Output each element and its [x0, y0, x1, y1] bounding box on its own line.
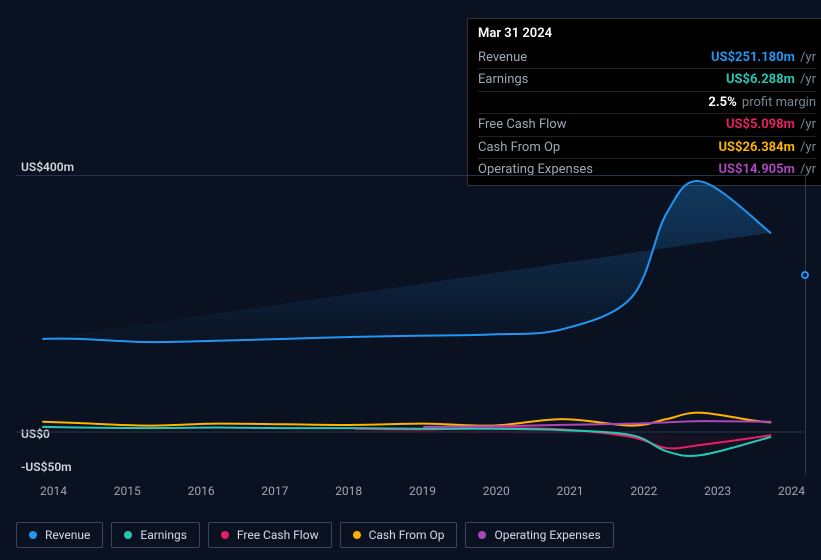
legend-label: Operating Expenses — [494, 528, 600, 542]
tooltip-row-value: US$251.180m /yr — [711, 49, 816, 67]
chart-area[interactable] — [16, 175, 805, 475]
x-axis-tick: 2023 — [704, 484, 731, 498]
tooltip-row-label: Revenue — [478, 49, 527, 67]
legend-item[interactable]: Free Cash Flow — [208, 522, 332, 548]
legend-swatch — [221, 531, 229, 539]
legend-item[interactable]: Earnings — [111, 522, 200, 548]
tooltip-row-label: Cash From Op — [478, 139, 560, 157]
tooltip-row-value: US$6.288m /yr — [726, 71, 816, 89]
tooltip-row-label: Earnings — [478, 71, 528, 89]
x-axis-tick: 2015 — [114, 484, 141, 498]
legend-label: Free Cash Flow — [237, 528, 319, 542]
x-axis-tick: 2022 — [630, 484, 657, 498]
legend-swatch — [124, 531, 132, 539]
legend-label: Earnings — [140, 528, 187, 542]
hover-tooltip: Mar 31 2024 RevenueUS$251.180m /yrEarnin… — [467, 18, 821, 186]
x-axis-tick: 2019 — [409, 484, 436, 498]
legend-swatch — [29, 531, 37, 539]
x-axis-tick: 2014 — [40, 484, 67, 498]
x-axis-tick: 2018 — [335, 484, 362, 498]
x-axis-tick: 2017 — [261, 484, 288, 498]
line-chart — [16, 175, 805, 475]
legend-swatch — [353, 531, 361, 539]
tooltip-date: Mar 31 2024 — [478, 25, 816, 43]
legend-swatch — [478, 531, 486, 539]
y-axis-tick: US$400m — [21, 160, 74, 174]
tooltip-row-value: 2.5% profit margin — [708, 94, 816, 112]
legend-item[interactable]: Operating Expenses — [465, 522, 613, 548]
tooltip-row-value: US$5.098m /yr — [726, 116, 816, 134]
legend-item[interactable]: Cash From Op — [340, 522, 458, 548]
tooltip-row: Cash From Op US$26.384m /yr — [478, 136, 816, 159]
last-point-marker — [801, 271, 809, 279]
x-axis-tick: 2021 — [557, 484, 584, 498]
legend-item[interactable]: Revenue — [16, 522, 103, 548]
cursor-line — [805, 175, 806, 475]
tooltip-row: 2.5% profit margin — [478, 91, 816, 114]
x-axis-tick: 2016 — [188, 484, 215, 498]
tooltip-row: Free Cash Flow US$5.098m /yr — [478, 113, 816, 136]
tooltip-row: Earnings US$6.288m /yr — [478, 68, 816, 91]
x-axis: 2014 2015 2016 2017 2018 2019 2020 2021 2022 2023… — [40, 484, 805, 498]
tooltip-row-label: Free Cash Flow — [478, 116, 566, 134]
legend: Revenue Earnings Free Cash Flow Cash From O… — [16, 522, 614, 548]
tooltip-row: Revenue US$251.180m /yr — [478, 47, 816, 69]
legend-label: Cash From Op — [369, 528, 445, 542]
x-axis-tick: 2024 — [778, 484, 805, 498]
tooltip-row-value: US$26.384m /yr — [718, 139, 816, 157]
x-axis-tick: 2020 — [483, 484, 510, 498]
tooltip-rows: Revenue US$251.180m /yr Earnings US$6.288m … — [478, 47, 816, 181]
legend-label: Revenue — [45, 528, 90, 542]
